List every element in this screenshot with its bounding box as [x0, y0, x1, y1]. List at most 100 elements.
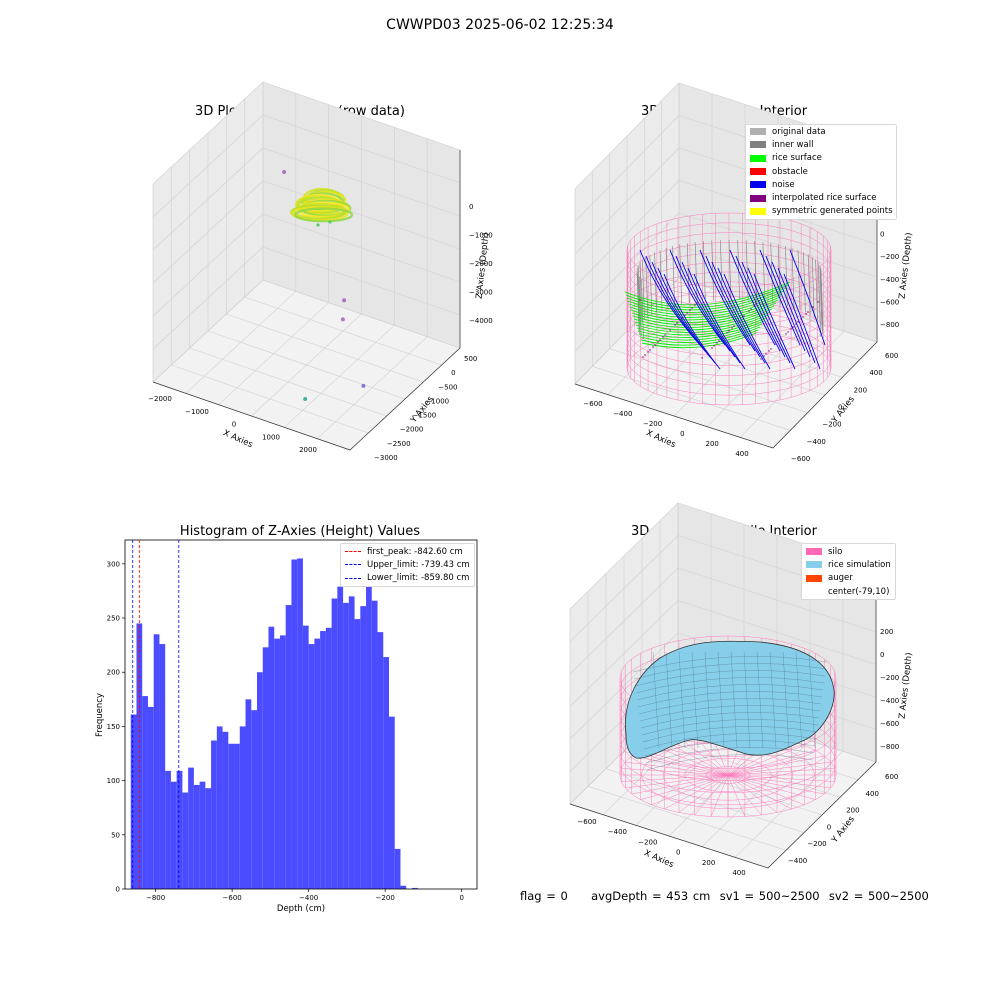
cls-interp-point	[726, 332, 728, 334]
raw-y-tick-label: −2500	[387, 440, 411, 448]
cls-x-tick-label: −600	[583, 400, 602, 408]
histogram-legend-item: first_peak: -842.60 cm	[341, 545, 474, 558]
cls-wall-stroke	[820, 270, 824, 331]
cls-interp-point	[787, 331, 789, 333]
sim-silo-wireframe-floor-spoke	[694, 734, 729, 776]
sim-z-axis-label: Z Axies (Depth)	[898, 652, 915, 719]
histogram-title: Histogram of Z-Axies (Height) Values	[179, 524, 421, 539]
sim-y-tick-label: 0	[827, 823, 831, 831]
cls-y-tick-label: 200	[854, 386, 867, 394]
histogram-bar	[343, 602, 349, 889]
cls-interp-point	[802, 316, 804, 318]
histogram-bar	[366, 584, 372, 889]
sim-silo-wireframe-floor-spoke	[727, 774, 778, 813]
sim-rice-mesh	[632, 651, 828, 771]
cls-interp-point	[807, 311, 809, 313]
classify-legend-item: obstacle	[746, 165, 896, 178]
sim-silo-wireframe-floor-spoke	[727, 774, 805, 805]
histogram-bar	[325, 627, 332, 889]
sim-silo-wireframe-floor-spoke	[678, 774, 729, 813]
sim-silo-wireframe-floor-spoke	[727, 774, 816, 800]
sim-mesh-line	[756, 651, 764, 749]
cls-interp-point	[723, 335, 725, 337]
cls-interp-point	[792, 326, 794, 328]
cls-noise-stroke	[747, 267, 791, 364]
cls-interp-point	[706, 352, 708, 354]
histogram-y-tick-label: 250	[107, 615, 120, 623]
sim-mesh-line	[691, 651, 699, 749]
histogram-bar	[176, 770, 183, 889]
sim-y-tick-label: −200	[807, 840, 826, 848]
cls-rice-stroke	[627, 290, 785, 313]
sim-x-axis-line	[569, 803, 769, 869]
sim-x-axis-label: X Axies	[642, 848, 675, 870]
cls-wall-stroke	[642, 259, 645, 320]
classify-legend-item: interpolated rice surface	[746, 191, 896, 204]
raw-grid-y	[185, 291, 297, 394]
sim-mesh-line	[769, 651, 777, 749]
histogram-bar	[389, 716, 395, 889]
legend-label: noise	[772, 179, 795, 190]
cls-interp-point	[733, 325, 735, 327]
sim-y-tick-label: 600	[885, 773, 898, 781]
classify-legend-item: rice surface	[746, 152, 896, 165]
legend-swatch	[806, 548, 822, 556]
sim-silo-wireframe-floor-spoke	[727, 761, 831, 776]
sim-y-tick-label: 400	[866, 790, 879, 798]
cls-wall-stroke	[803, 252, 806, 313]
cls-grid-z	[574, 115, 680, 222]
raw-grid-y	[152, 279, 264, 383]
histogram-x-tick-label: −200	[376, 894, 395, 902]
histogram-bar	[383, 657, 389, 889]
sim-mesh-line	[730, 651, 738, 749]
cls-x-tick-label: −200	[643, 420, 662, 428]
cls-rice-stroke	[628, 293, 783, 316]
raw-y-tick-label: −3000	[374, 454, 398, 462]
raw-y-tick-label: 500	[464, 355, 477, 363]
cls-noise-stroke	[717, 267, 766, 364]
sim-x-tick-label: 200	[702, 859, 715, 867]
cls-interp-point	[750, 308, 752, 310]
cls-rice-stroke	[631, 302, 777, 323]
sim-z-tick-label: 0	[880, 651, 884, 659]
raw-grid-z	[152, 81, 264, 185]
sim-mesh-line	[643, 733, 817, 750]
cls-interp-point	[694, 304, 696, 306]
figure-title: CWWPD03 2025-06-02 12:25:34	[386, 17, 614, 33]
cls-rice-stroke	[637, 320, 765, 338]
cls-interp-point	[642, 356, 644, 358]
histogram-bar	[188, 767, 194, 889]
sim-mesh-line	[646, 754, 814, 771]
sim-mesh-line	[633, 663, 827, 680]
raw-outlier-point	[340, 317, 345, 322]
sim-mesh-line	[641, 719, 819, 736]
cls-rice-stroke	[636, 317, 767, 336]
sim-z-tick-label: −800	[880, 743, 899, 751]
cls-interp-point	[647, 351, 649, 353]
raw-x-tick-label: 2000	[299, 446, 317, 454]
cls-interp-point	[770, 348, 772, 350]
classify-3d-plot: −600 −400 −200 0 200 400 600 400 200 0 −200 −400 −60…	[574, 82, 914, 463]
cls-wall-stroke	[811, 257, 815, 318]
sim-silo-wireframe-floor-spoke	[651, 774, 729, 805]
raw-outlier-point	[282, 169, 287, 174]
cls-interp-point	[805, 313, 807, 315]
cls-x-tick-label: 0	[680, 430, 684, 438]
sim-z-tick-label: 200	[880, 628, 893, 636]
cls-wall-stroke	[659, 250, 663, 311]
sim-silo-wireframe-floor-spoke	[621, 768, 729, 776]
cls-interp-point	[780, 338, 782, 340]
cls-interp-point	[664, 334, 666, 336]
cls-interp-point	[657, 341, 659, 343]
sim-z-tick-label: −600	[880, 720, 899, 728]
cls-interp-point	[652, 346, 654, 348]
sim-mesh-line	[717, 651, 725, 749]
cls-interp-point	[716, 342, 718, 344]
legend-label: obstacle	[772, 166, 808, 177]
cls-interp-point	[684, 314, 686, 316]
sim-mesh-line	[638, 698, 822, 715]
cls-interp-point	[679, 319, 681, 321]
histogram-plot: −800 −600 −400 −200 0 0 50 100 150 200 250 300 Depth…	[95, 539, 478, 914]
legend-swatch	[750, 181, 766, 189]
histogram-y-tick-label: 50	[111, 831, 120, 839]
